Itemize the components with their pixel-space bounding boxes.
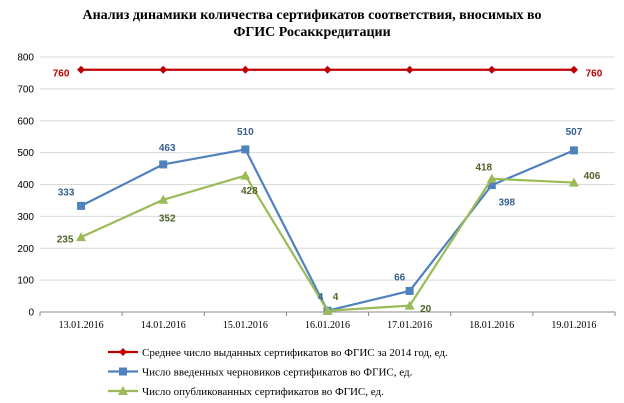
series-drafts-data-label: 4	[318, 292, 324, 303]
series-average-2014-point	[241, 65, 250, 74]
x-tick-label: 14.01.2016	[141, 320, 186, 331]
y-tick-label: 200	[17, 244, 34, 255]
series-published-point	[486, 173, 497, 183]
series-published-data-label: 4	[333, 292, 339, 303]
series-published-point	[158, 194, 169, 204]
y-tick-label: 500	[17, 148, 34, 159]
chart-title-line-1: Анализ динамики количества сертификатов …	[82, 8, 542, 23]
y-tick-label: 600	[17, 116, 34, 127]
series-published-data-label: 235	[57, 235, 74, 246]
series-drafts-data-label: 66	[394, 272, 406, 283]
series-drafts-point	[405, 286, 414, 295]
series-drafts-line	[80, 148, 575, 312]
series-drafts-point	[77, 201, 86, 210]
series-drafts-point	[241, 145, 250, 154]
legend-swatch-marker	[119, 367, 127, 376]
series-published-point	[568, 177, 579, 187]
series-published-data-label: 418	[475, 162, 492, 173]
y-tick-label: 400	[17, 180, 34, 191]
legend-label: Среднее число выданных сертификатов во Ф…	[142, 347, 448, 359]
series-drafts-data-label: 333	[58, 187, 75, 198]
legend-label: Число введенных черновиков сертификатов …	[142, 367, 413, 379]
gridlines	[40, 56, 615, 281]
y-tick-label: 700	[17, 84, 34, 95]
series-published-data-label: 352	[159, 213, 176, 224]
series-published-line	[80, 174, 574, 312]
y-tick-label: 800	[17, 53, 34, 64]
x-tick-label: 18.01.2016	[469, 320, 514, 331]
series-published-point	[322, 305, 333, 315]
series-published-point	[404, 300, 415, 310]
series-published-point	[76, 232, 87, 242]
series-drafts-data-label: 507	[566, 127, 583, 138]
legend-item-published: Число опубликованных сертификатов во ФГИ…	[108, 386, 384, 398]
x-tick-label: 19.01.2016	[551, 320, 596, 331]
series-average-2014-data-label: 760	[586, 68, 603, 79]
series-drafts-data-label: 510	[237, 127, 254, 138]
legend: Среднее число выданных сертификатов во Ф…	[108, 347, 448, 398]
series-drafts-data-label: 463	[159, 143, 176, 154]
series-average-2014-point	[487, 65, 496, 74]
series-average-2014-data-label: 760	[53, 68, 70, 79]
y-tick-label: 100	[17, 276, 34, 287]
legend-swatch-marker	[119, 348, 127, 356]
legend-swatch-marker	[118, 386, 128, 395]
y-tick-label: 0	[28, 308, 34, 319]
series-drafts-data-label: 398	[498, 198, 515, 209]
series-published-data-label: 20	[420, 304, 432, 315]
x-tick-label: 13.01.2016	[59, 320, 104, 331]
series-group	[76, 65, 579, 315]
series-average-2014-point	[405, 65, 414, 74]
legend-item-drafts: Число введенных черновиков сертификатов …	[108, 367, 413, 379]
series-published-data-label: 406	[584, 171, 601, 182]
axes: 0 100 200 300 400 500 600 700 800 13.01.2016 14.01…	[17, 53, 616, 331]
series-drafts-point	[159, 160, 168, 169]
chart-title: Анализ динамики количества сертификатов …	[0, 7, 624, 41]
legend-label: Число опубликованных сертификатов во ФГИ…	[142, 386, 384, 398]
series-drafts-point	[487, 181, 496, 190]
series-average-2014-point	[323, 65, 332, 74]
chart-title-line-2: ФГИС Росаккредитации	[233, 25, 391, 40]
series-average-2014-point	[569, 65, 578, 74]
x-tick-label: 17.01.2016	[387, 320, 432, 331]
data-labels: 760 760 333 463 510 4 66 398 507 235 352 428 4 20 418 4…	[53, 68, 603, 315]
legend-item-average-2014: Среднее число выданных сертификатов во Ф…	[108, 347, 448, 359]
series-published-data-label: 428	[241, 186, 258, 197]
x-tick-label: 16.01.2016	[305, 320, 350, 331]
series-published-point	[240, 170, 251, 180]
series-average-2014-point	[77, 65, 86, 74]
x-tick-label: 15.01.2016	[223, 320, 268, 331]
y-tick-label: 300	[17, 212, 34, 223]
series-average-2014-point	[159, 65, 168, 74]
series-drafts-point	[569, 146, 578, 155]
